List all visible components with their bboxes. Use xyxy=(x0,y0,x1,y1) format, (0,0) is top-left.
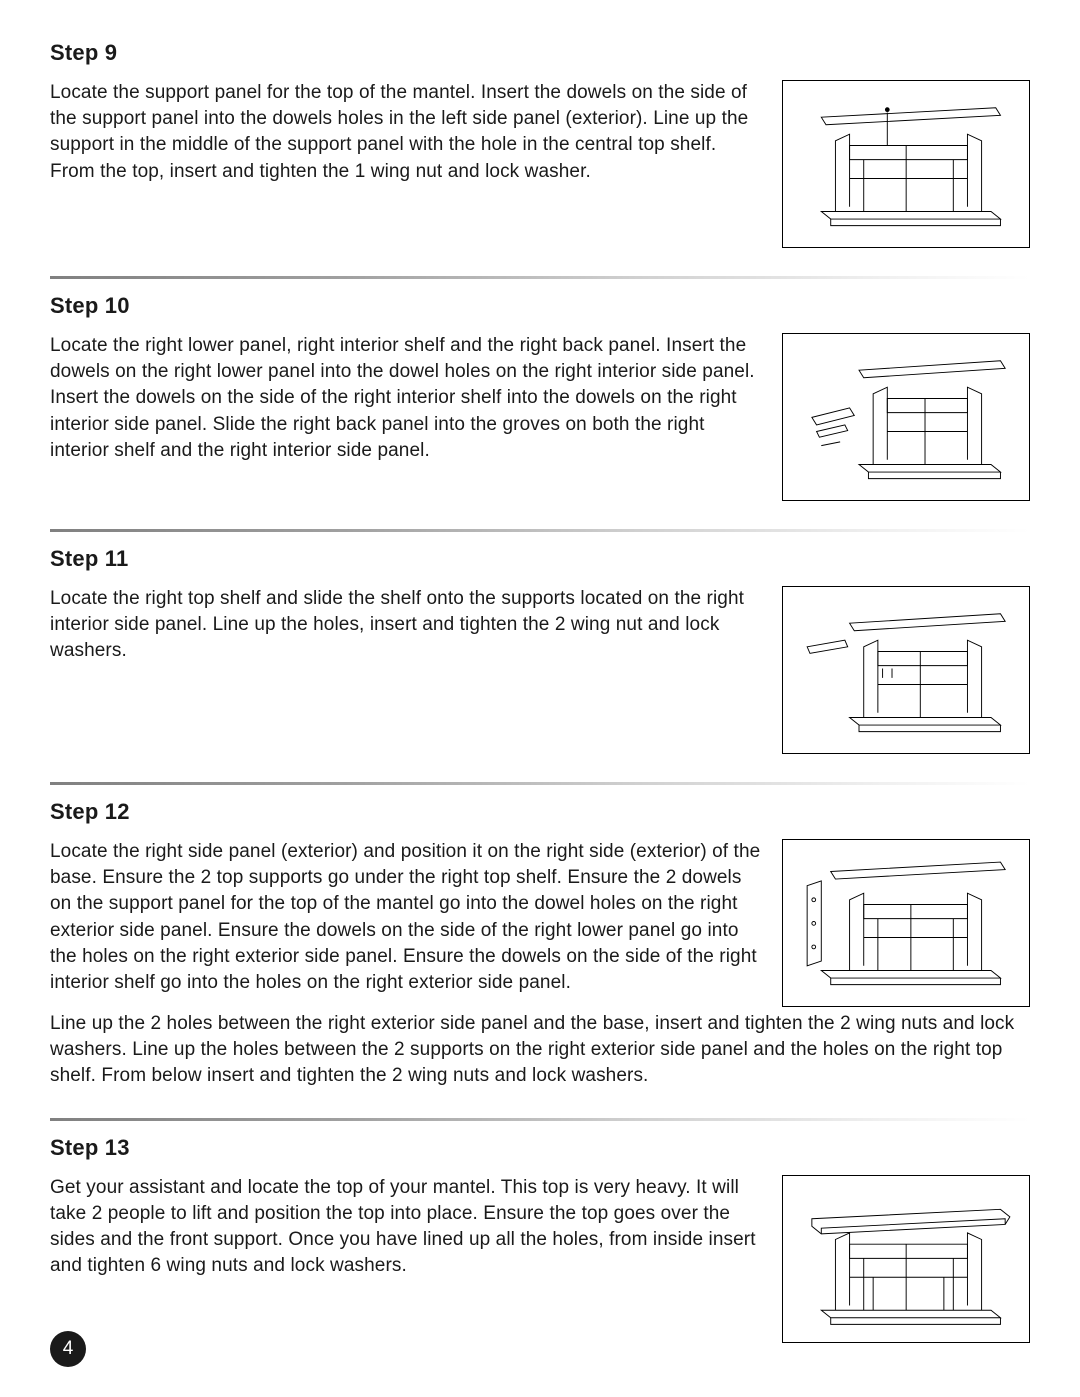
step-heading: Step 9 xyxy=(50,40,1030,66)
step-body-text: Locate the support panel for the top of … xyxy=(50,80,762,185)
step-content: Locate the right lower panel, right inte… xyxy=(50,333,1030,501)
step-body-text: Locate the right lower panel, right inte… xyxy=(50,333,762,464)
step-body-text: Locate the right side panel (exterior) a… xyxy=(50,839,762,996)
assembly-diagram xyxy=(782,839,1030,1007)
section-divider xyxy=(50,276,1030,279)
furniture-line-art-icon xyxy=(793,594,1019,747)
step-content: Get your assistant and locate the top of… xyxy=(50,1175,1030,1343)
step-heading: Step 12 xyxy=(50,799,1030,825)
step-heading: Step 10 xyxy=(50,293,1030,319)
step-content: Locate the right side panel (exterior) a… xyxy=(50,839,1030,1007)
section-divider xyxy=(50,529,1030,532)
furniture-line-art-icon xyxy=(793,847,1019,1000)
step-content: Locate the right top shelf and slide the… xyxy=(50,586,1030,754)
step-body-text: Locate the right top shelf and slide the… xyxy=(50,586,762,665)
step-section-11: Step 11 Locate the right top shelf and s… xyxy=(50,529,1030,754)
assembly-diagram xyxy=(782,333,1030,501)
step-body-continued: Line up the 2 holes between the right ex… xyxy=(50,1011,1030,1090)
page-number-text: 4 xyxy=(63,1338,74,1360)
step-content: Locate the support panel for the top of … xyxy=(50,80,1030,248)
step-heading: Step 11 xyxy=(50,546,1030,572)
step-section-10: Step 10 Locate the right lower panel, ri… xyxy=(50,276,1030,501)
assembly-diagram xyxy=(782,586,1030,754)
assembly-diagram xyxy=(782,1175,1030,1343)
furniture-line-art-icon xyxy=(793,88,1019,241)
step-section-12: Step 12 Locate the right side panel (ext… xyxy=(50,782,1030,1090)
furniture-line-art-icon xyxy=(793,1182,1019,1335)
step-heading: Step 13 xyxy=(50,1135,1030,1161)
step-section-13: Step 13 Get your assistant and locate th… xyxy=(50,1118,1030,1343)
step-body-text: Get your assistant and locate the top of… xyxy=(50,1175,762,1280)
assembly-diagram xyxy=(782,80,1030,248)
section-divider xyxy=(50,782,1030,785)
section-divider xyxy=(50,1118,1030,1121)
furniture-line-art-icon xyxy=(793,341,1019,494)
page-number: 4 xyxy=(50,1331,86,1367)
step-section-9: Step 9 Locate the support panel for the … xyxy=(50,40,1030,248)
